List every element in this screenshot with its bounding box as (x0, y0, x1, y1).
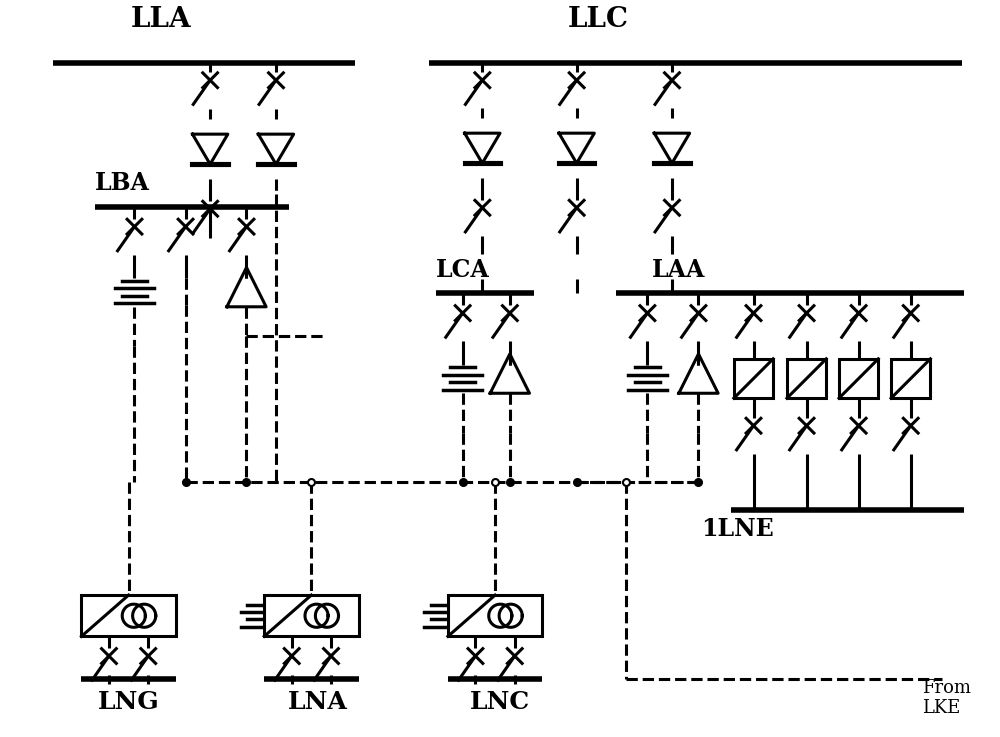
Text: 1LNE: 1LNE (701, 517, 774, 542)
Text: LAA: LAA (652, 258, 706, 282)
Text: LLC: LLC (568, 6, 629, 33)
Bar (839, 359, 878, 398)
Text: LNC: LNC (470, 690, 530, 714)
Text: LNA: LNA (288, 690, 348, 714)
Bar (734, 359, 773, 398)
Bar (264, 595, 359, 636)
Bar (81, 595, 176, 636)
Text: LBA: LBA (95, 171, 150, 195)
Bar (891, 359, 930, 398)
Text: LNG: LNG (98, 690, 159, 714)
Text: LLA: LLA (131, 6, 191, 33)
Bar (448, 595, 542, 636)
Text: LCA: LCA (436, 258, 490, 282)
Bar (787, 359, 826, 398)
Text: From
LKE: From LKE (923, 679, 972, 717)
